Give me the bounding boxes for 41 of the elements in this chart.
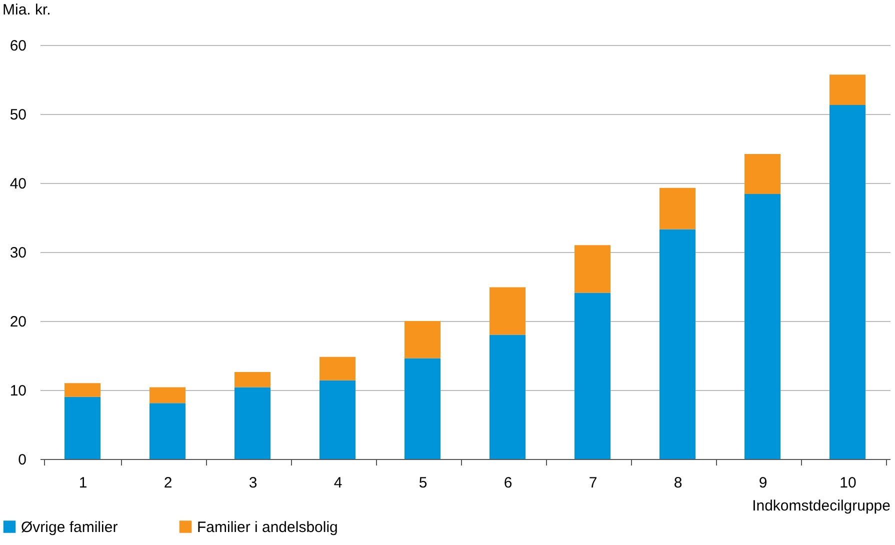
bar xyxy=(574,245,610,293)
x-tick-label: 5 xyxy=(418,474,428,492)
x-tick-label: 8 xyxy=(674,474,682,492)
bar xyxy=(830,105,866,459)
y-tick-label: 50 xyxy=(10,106,26,124)
bar xyxy=(64,396,100,459)
bar xyxy=(320,356,356,380)
y-tick-label: 60 xyxy=(10,38,26,54)
bar xyxy=(490,334,526,459)
y-tick-label: 20 xyxy=(10,314,26,330)
bar xyxy=(830,74,866,106)
bar xyxy=(744,194,780,459)
y-tick-label: 10 xyxy=(10,382,26,400)
x-tick-label: 1 xyxy=(78,474,88,492)
y-tick-label: 40 xyxy=(10,176,26,192)
bar xyxy=(660,229,696,459)
y-axis-title: Mia. kr. xyxy=(2,2,51,18)
x-tick-label: 6 xyxy=(504,474,512,492)
bar xyxy=(404,358,440,459)
bar xyxy=(660,188,696,230)
x-tick-label: 3 xyxy=(248,474,258,492)
x-tick-label: 10 xyxy=(840,474,856,492)
bar xyxy=(64,383,100,397)
bar xyxy=(234,372,270,388)
legend-label: Øvrige familier xyxy=(21,518,118,536)
x-tick-label: 4 xyxy=(334,474,342,492)
bar xyxy=(150,387,186,404)
y-tick-label: 30 xyxy=(10,244,26,262)
bar xyxy=(574,292,610,459)
bar xyxy=(234,387,270,459)
x-tick-label: 9 xyxy=(758,474,768,492)
bar xyxy=(320,380,356,459)
x-tick-label: 7 xyxy=(588,474,598,492)
bar xyxy=(150,403,186,459)
legend-label: Familier i andelsbolig xyxy=(197,518,338,536)
bar xyxy=(404,321,440,358)
x-axis-title: Indkomstdecilgruppe xyxy=(752,498,890,514)
x-tick-label: 2 xyxy=(164,474,172,492)
bar xyxy=(744,154,780,194)
bar xyxy=(490,287,526,335)
y-tick-label: 0 xyxy=(18,452,26,468)
